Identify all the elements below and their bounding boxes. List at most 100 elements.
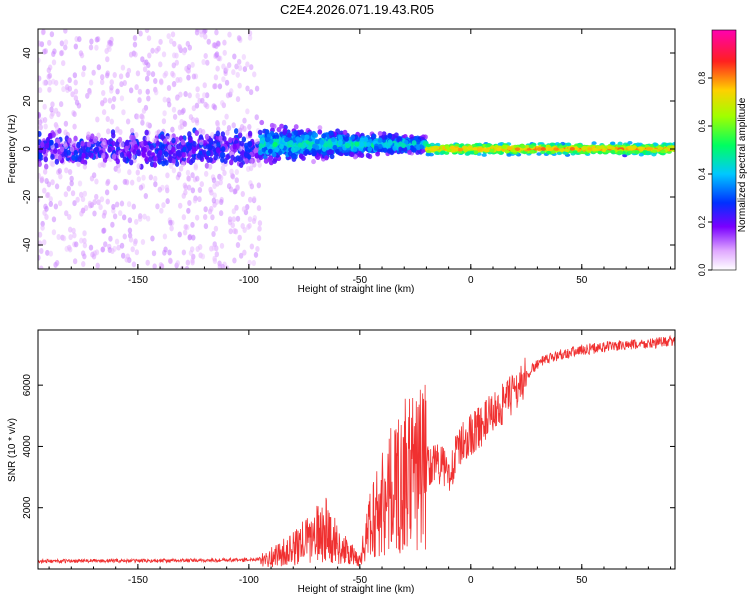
spectrogram-cell bbox=[411, 140, 417, 146]
spectrogram-cell bbox=[128, 236, 134, 243]
spectrogram-cell bbox=[202, 92, 207, 99]
spectrogram-cell bbox=[172, 113, 178, 120]
spectrogram-cell bbox=[205, 103, 210, 110]
spectrogram-cell bbox=[279, 123, 285, 129]
colorbar-tick-label: 0.4 bbox=[697, 168, 707, 181]
spectrogram-cell bbox=[100, 74, 105, 81]
spectrogram-cell bbox=[208, 144, 213, 151]
snr-panel: -150 -100 -50 0 50 2000 4000 6000 Height of str… bbox=[7, 329, 676, 595]
spectrogram-cell bbox=[152, 263, 157, 269]
spectrogram-cell bbox=[595, 145, 602, 150]
spectrogram-cell bbox=[242, 226, 247, 233]
spectrogram-cell bbox=[51, 216, 57, 223]
spectrogram-cell bbox=[182, 121, 188, 128]
spectrogram-cell bbox=[127, 153, 133, 160]
spectrogram-cell bbox=[53, 107, 59, 114]
spectrogram-cell bbox=[164, 184, 170, 191]
spectrogram-cell bbox=[174, 95, 180, 102]
spectrogram-cell bbox=[153, 89, 159, 96]
spectrogram-cell bbox=[244, 146, 250, 153]
spectrogram-cell bbox=[142, 66, 148, 73]
spectrogram-cell bbox=[95, 116, 100, 123]
spectrogram-cell bbox=[245, 61, 250, 68]
spectrogram-cell bbox=[234, 169, 239, 176]
spectrogram-ytick-label: -20 bbox=[22, 189, 33, 204]
spectrogram-cell bbox=[185, 169, 191, 176]
spectrogram-cell bbox=[145, 135, 150, 142]
spectrogram-cell bbox=[153, 181, 158, 188]
spectrogram-cell bbox=[127, 169, 132, 176]
spectrogram-cell bbox=[131, 203, 136, 210]
spectrogram-cell bbox=[113, 184, 118, 191]
spectrogram-cell bbox=[472, 147, 478, 151]
spectrogram-cell bbox=[82, 230, 87, 237]
spectrogram-cell bbox=[146, 95, 151, 102]
spectrogram-cell bbox=[486, 143, 492, 147]
spectrogram-xlabel: Height of straight line (km) bbox=[298, 284, 415, 295]
spectrogram-cell bbox=[132, 149, 137, 156]
spectrogram-cell bbox=[230, 173, 236, 180]
spectrogram-cell bbox=[190, 187, 196, 194]
spectrogram-cell bbox=[49, 160, 54, 167]
spectrogram-cell bbox=[102, 209, 108, 216]
spectrogram-cell bbox=[213, 225, 219, 232]
spectrogram-cell bbox=[145, 259, 150, 266]
spectrogram-cell bbox=[666, 145, 673, 149]
spectrogram-cell bbox=[114, 238, 120, 245]
spectrogram-cell bbox=[76, 160, 81, 167]
spectrogram-cell bbox=[52, 48, 57, 55]
spectrogram-cell bbox=[256, 182, 262, 189]
spectrogram-cell bbox=[86, 131, 91, 138]
spectrogram-cell bbox=[507, 146, 513, 151]
spectrogram-cell bbox=[536, 147, 542, 151]
spectrogram-cell bbox=[96, 64, 102, 71]
spectrogram-cell bbox=[203, 33, 208, 40]
spectrogram-cell bbox=[191, 73, 197, 80]
spectrogram-cell bbox=[94, 178, 99, 185]
spectrogram-cell bbox=[461, 145, 468, 150]
spectrogram-cell bbox=[38, 153, 42, 160]
spectrogram-cell bbox=[136, 150, 141, 157]
spectrogram-cell bbox=[225, 129, 230, 136]
spectrogram-cell bbox=[215, 130, 221, 137]
spectrogram-cell bbox=[80, 250, 86, 257]
spectrogram-cell bbox=[234, 177, 239, 184]
spectrogram-cell bbox=[297, 137, 303, 143]
spectrogram-cell bbox=[342, 129, 348, 135]
spectrogram-cell bbox=[282, 129, 288, 136]
spectrogram-cell bbox=[168, 219, 173, 226]
snr-marks bbox=[38, 334, 675, 568]
spectrogram-cell bbox=[231, 69, 236, 76]
spectrogram-cell bbox=[321, 146, 327, 152]
spectrogram-cell bbox=[58, 101, 64, 108]
spectrogram-cell bbox=[38, 87, 43, 94]
spectrogram-cell bbox=[87, 200, 93, 207]
spectrogram-cell bbox=[553, 147, 559, 151]
spectrogram-cell bbox=[267, 148, 273, 154]
spectrogram-cell bbox=[115, 158, 120, 165]
snr-ytick-label: 4000 bbox=[22, 435, 33, 458]
spectrogram-cell bbox=[39, 247, 44, 254]
spectrogram-cell bbox=[190, 172, 195, 179]
spectrogram-cell bbox=[132, 35, 138, 42]
spectrogram-cell bbox=[82, 237, 87, 244]
spectrogram-cell bbox=[433, 145, 439, 150]
spectrogram-cell bbox=[209, 189, 214, 196]
spectrogram-cell bbox=[528, 144, 534, 149]
spectrogram-cell bbox=[190, 257, 195, 264]
spectrogram-cell bbox=[71, 140, 77, 147]
spectrogram-cell bbox=[105, 115, 110, 122]
spectrogram-cell bbox=[194, 129, 199, 136]
spectrogram-cell bbox=[143, 140, 148, 147]
spectrogram-cell bbox=[122, 156, 127, 163]
spectrogram-cell bbox=[42, 168, 48, 175]
spectrogram-cell bbox=[145, 215, 151, 222]
spectrogram-cell bbox=[247, 34, 253, 41]
spectrogram-cell bbox=[298, 153, 304, 159]
spectrogram-cell bbox=[207, 163, 213, 170]
spectrogram-cell bbox=[247, 123, 252, 130]
spectrogram-cell bbox=[573, 146, 580, 151]
spectrogram-cell bbox=[365, 152, 371, 159]
spectrogram-cell bbox=[233, 228, 239, 235]
spectrogram-cell bbox=[44, 213, 49, 220]
